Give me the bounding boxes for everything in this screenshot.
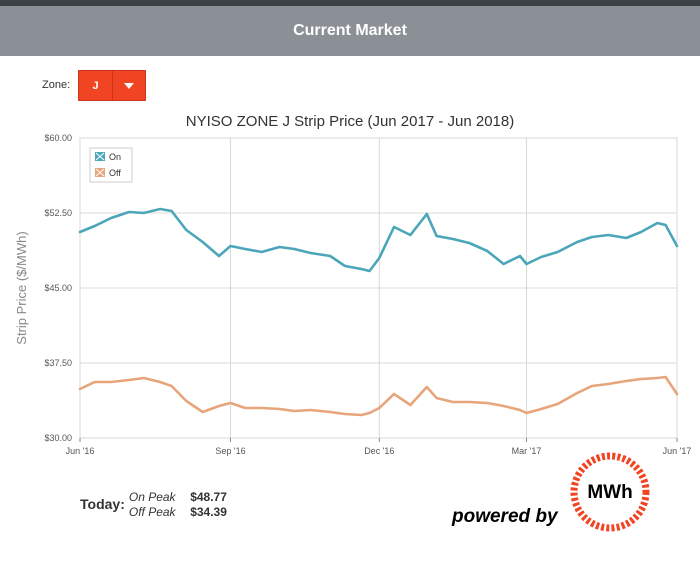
page-title: Current Market: [293, 22, 407, 39]
x-tick-label: Jun '16: [66, 446, 95, 456]
y-tick-label: $60.00: [44, 133, 72, 143]
off-peak-row: Off Peak $34.39: [129, 505, 227, 520]
on-peak-value: $48.77: [190, 490, 227, 504]
off-peak-label: Off Peak: [128, 505, 176, 519]
mwh-logo-icon: MWh: [570, 452, 650, 532]
today-summary: Today: On Peak $48.77 Off Peak $34.39: [80, 490, 227, 520]
zone-dropdown[interactable]: J: [78, 70, 146, 101]
series-line-on: [78, 207, 679, 273]
series-line-off: [78, 375, 679, 417]
x-tick-label: Jun '17: [663, 446, 692, 456]
x-tick-label: Dec '16: [364, 446, 394, 456]
zone-selected-value[interactable]: J: [79, 71, 113, 100]
on-peak-label: On Peak: [128, 490, 176, 504]
off-peak-value: $34.39: [190, 505, 227, 519]
y-axis-label: Strip Price ($/MWh): [14, 231, 29, 344]
today-label: Today:: [80, 496, 125, 512]
legend-swatch-mark: [95, 168, 105, 177]
y-tick-label: $37.50: [44, 358, 72, 368]
legend-label: Off: [109, 168, 121, 178]
top-bar: [0, 0, 700, 6]
legend-swatch-mark: [95, 152, 105, 161]
caret-down-icon[interactable]: [113, 71, 145, 100]
legend: On Off: [89, 147, 133, 183]
x-tick-label: Mar '17: [512, 446, 542, 456]
logo-text: MWh: [587, 482, 632, 503]
strip-price-chart: NYISO ZONE J Strip Price (Jun 2017 - Jun…: [14, 113, 692, 456]
chart-title: NYISO ZONE J Strip Price (Jun 2017 - Jun…: [186, 113, 514, 130]
powered-by-text: powered by: [452, 506, 558, 527]
on-peak-row: On Peak $48.77: [129, 490, 227, 505]
y-tick-label: $30.00: [44, 433, 72, 443]
y-tick-label: $52.50: [44, 208, 72, 218]
y-tick-label: $45.00: [44, 283, 72, 293]
header-bar: Current Market: [0, 6, 700, 56]
legend-label: On: [109, 152, 121, 162]
zone-label: Zone:: [42, 79, 71, 91]
x-tick-label: Sep '16: [215, 446, 245, 456]
